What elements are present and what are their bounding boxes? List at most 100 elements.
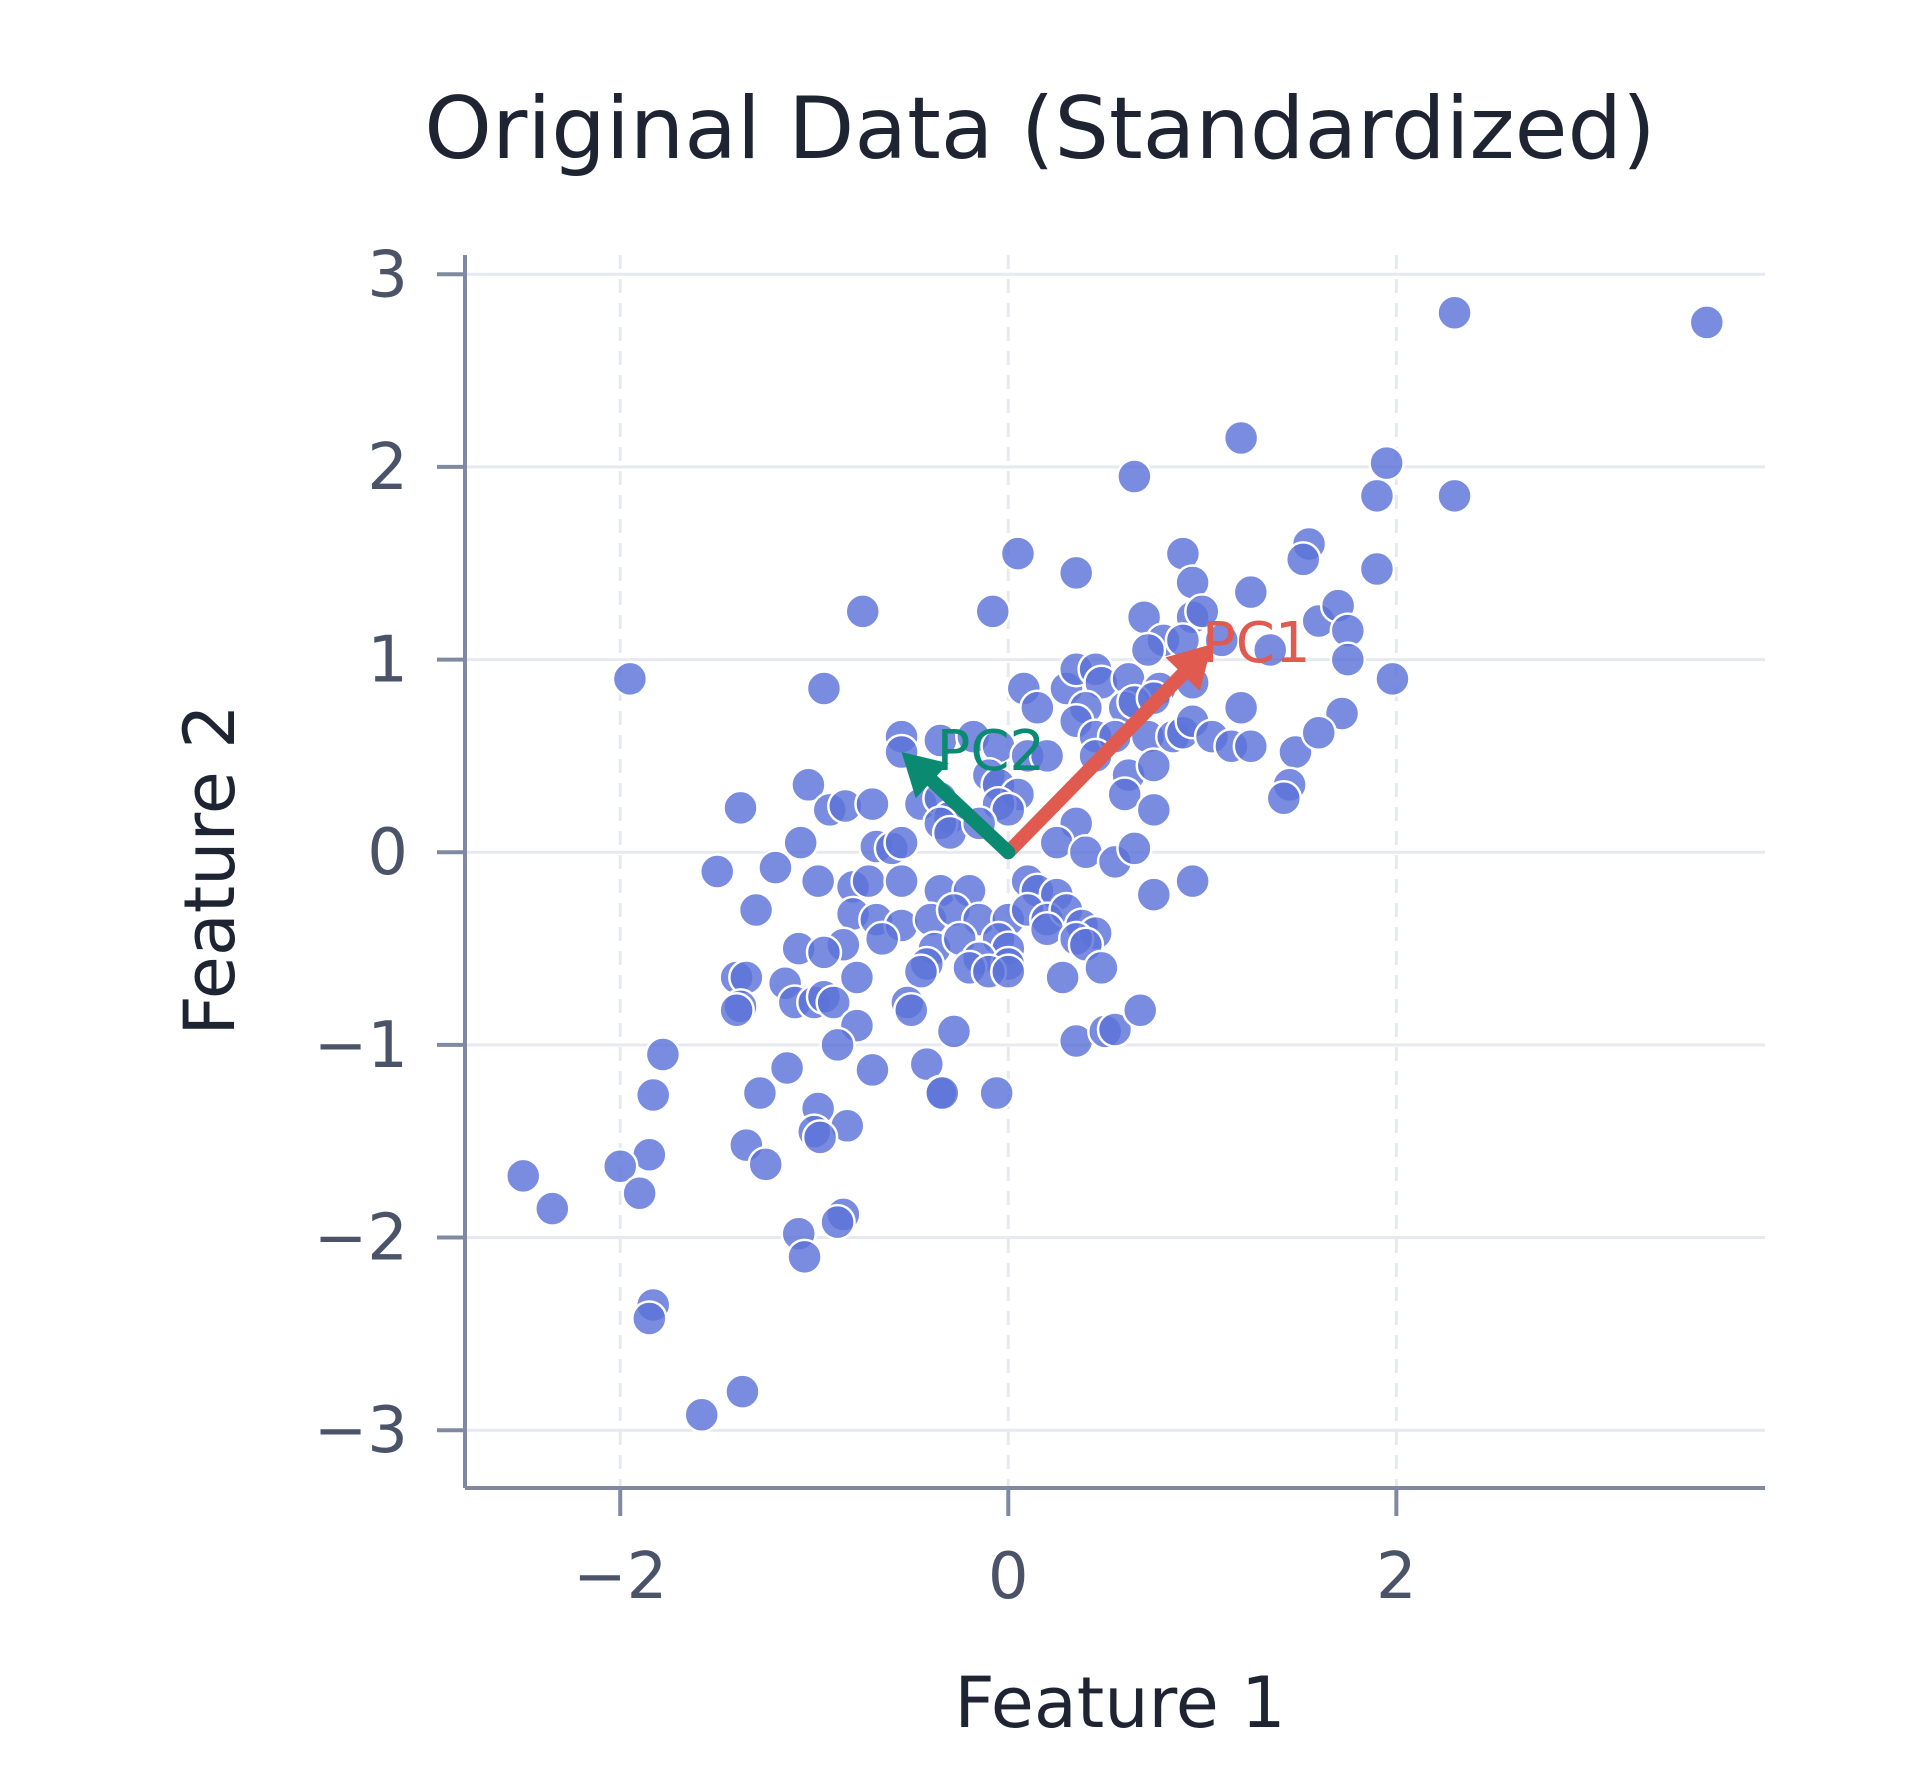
pc1-vector-line <box>1001 667 1190 860</box>
x-tick-label: 0 <box>988 1540 1029 1614</box>
scatter-point <box>1323 695 1361 732</box>
scatter-point <box>819 1026 856 1064</box>
scatter-point <box>1044 959 1081 996</box>
y-tick-label: −3 <box>314 1394 408 1468</box>
scatter-point <box>768 1049 806 1087</box>
scatter-point <box>757 849 794 886</box>
scatter-point <box>819 1203 856 1241</box>
scatter-point <box>1251 631 1289 669</box>
scatter-point <box>999 535 1037 572</box>
scatter-point <box>854 785 891 823</box>
scatter-point <box>1368 444 1405 482</box>
scatter-point <box>1284 541 1322 578</box>
scatter-point <box>644 1036 682 1073</box>
scatter-point <box>504 1157 542 1195</box>
y-tick-label: −1 <box>314 1009 408 1083</box>
chart-title: Original Data (Standardized) <box>424 79 1655 179</box>
scatter-point <box>1174 862 1211 900</box>
scatter-point <box>893 991 930 1029</box>
scatter-point <box>883 862 920 900</box>
scatter-point <box>1135 747 1173 784</box>
scatter-point <box>611 660 649 698</box>
scatter-point <box>1116 458 1153 495</box>
scatter-point <box>1300 714 1337 752</box>
scatter-point <box>1358 550 1396 588</box>
scatter-point <box>1222 419 1260 457</box>
scatter-point <box>815 984 852 1021</box>
pc1-arrowhead <box>1165 644 1213 691</box>
scatter-point <box>1028 737 1066 775</box>
y-tick-label: −2 <box>314 1202 408 1276</box>
scatter-point <box>990 953 1027 990</box>
scatter-point <box>631 1300 668 1337</box>
x-tick-label: 2 <box>1376 1540 1417 1614</box>
scatter-point <box>698 853 736 890</box>
scatter-point <box>854 1051 891 1089</box>
pc2-arrowhead <box>901 752 949 799</box>
scatter-point <box>724 1373 761 1410</box>
pc2-vector-line <box>925 773 1016 860</box>
scatter-point <box>722 789 759 827</box>
y-axis-label: Feature 2 <box>169 704 251 1035</box>
scatter-point <box>924 1074 961 1112</box>
scatter-point <box>863 920 901 958</box>
scatter-point <box>747 1146 784 1183</box>
scatter-point <box>1232 728 1270 765</box>
scatter-point <box>978 1074 1015 1112</box>
scatter-point <box>1184 593 1221 630</box>
scatter-point <box>1374 660 1411 698</box>
scatter-point <box>902 953 940 990</box>
scatter-point <box>1222 689 1260 726</box>
scatter-points <box>504 294 1726 1434</box>
scatter-point <box>1436 294 1473 332</box>
scatter-point <box>1121 991 1159 1029</box>
scatter-point <box>801 1119 839 1156</box>
scatter-point <box>1688 304 1726 341</box>
scatter-point <box>974 593 1012 630</box>
scatter-point <box>1232 573 1270 611</box>
pc1-label: PC1 <box>1202 611 1311 676</box>
scatter-point <box>634 1076 672 1114</box>
pc2-label: PC2 <box>937 719 1046 784</box>
scatter-point <box>1358 477 1396 515</box>
y-tick-label: 1 <box>367 624 408 698</box>
scatter-point <box>601 1148 639 1185</box>
y-tick-label: 3 <box>367 238 408 312</box>
scatter-point <box>1265 780 1303 817</box>
scatter-point <box>1129 631 1167 669</box>
scatter-point <box>850 862 887 900</box>
scatter-point <box>844 593 882 630</box>
scatter-point <box>1436 477 1473 515</box>
scatter-point <box>790 766 827 804</box>
scatter-point <box>838 959 876 996</box>
scatter-point <box>1135 791 1173 829</box>
x-axis-label: Feature 1 <box>954 1662 1285 1744</box>
scatter-point <box>534 1190 571 1227</box>
x-tick-label: −2 <box>573 1540 667 1614</box>
scatter-point <box>737 891 775 929</box>
scatter-point <box>1116 830 1153 867</box>
scatter-point <box>1096 1011 1134 1048</box>
scatter-point <box>1083 949 1120 987</box>
scatter-point <box>718 991 755 1029</box>
scatter-point <box>1019 689 1056 726</box>
scatter-point <box>1135 876 1173 913</box>
scatter-point <box>621 1174 658 1212</box>
scatter-point <box>741 1074 779 1112</box>
principal-component-vectors: PC1 PC2 <box>901 611 1311 860</box>
scatter-point <box>1203 622 1240 659</box>
y-tick-label: 0 <box>367 816 408 890</box>
scatter-point <box>786 1238 823 1276</box>
scatter-point <box>782 824 819 861</box>
scatter-point <box>935 1013 973 1050</box>
scatter-point <box>1106 776 1143 813</box>
scatter-point <box>1057 554 1095 592</box>
scatter-point <box>1329 641 1367 678</box>
scatter-point <box>883 824 920 861</box>
scatter-point <box>683 1396 720 1434</box>
scatter-point <box>805 934 843 971</box>
axis-layer: −3 −2 −1 0 1 2 3 −2 0 2 <box>314 238 1765 1614</box>
scatter-point <box>805 670 843 707</box>
